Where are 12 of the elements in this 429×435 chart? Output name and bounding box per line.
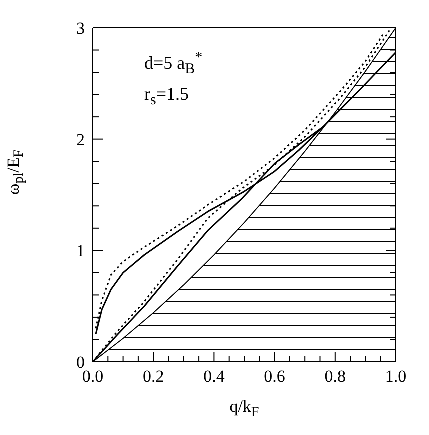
y-tick-label: 3 (76, 18, 85, 38)
x-tick-label: 0.4 (204, 367, 226, 386)
y-tick-label: 1 (76, 242, 85, 261)
x-tick-label: 0.2 (142, 367, 164, 386)
x-tick-label: 0.0 (82, 367, 104, 386)
x-tick-label: 1.0 (385, 367, 407, 386)
y-tick-label: 0 (76, 352, 85, 372)
x-tick-label: 0.6 (264, 367, 286, 386)
annotation: r$_{s}$=1.5 (144, 84, 189, 110)
x-axis-title: q/k$_{F}$ (228, 397, 260, 422)
x-tick-label: 0.8 (324, 367, 346, 386)
y-tick-label: 2 (76, 130, 85, 150)
